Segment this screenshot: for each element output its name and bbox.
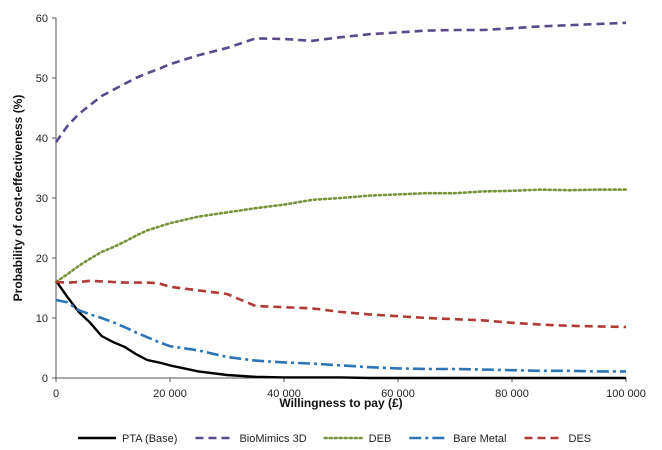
y-tick-label: 10 <box>36 313 48 325</box>
x-tick-label: 0 <box>53 388 59 400</box>
series-line-pta-base <box>55 280 626 380</box>
x-tick-label: 40 000 <box>267 388 301 400</box>
x-tick-label: 20 000 <box>153 388 187 400</box>
series-lines <box>54 21 628 380</box>
y-tick-label: 50 <box>36 73 48 85</box>
legend-label: Bare Metal <box>453 433 506 445</box>
y-tick-label: 20 <box>36 253 48 265</box>
legend: PTA (Base) BioMimics 3D DEB Bare Metal DES <box>78 433 591 445</box>
legend-label: DES <box>569 433 592 445</box>
x-tick-label: 100 000 <box>606 388 646 400</box>
tick-labels: 0 10 20 30 40 50 60 0 20 000 40 000 60 000 80 000 10… <box>36 13 646 400</box>
legend-label: PTA (Base) <box>122 433 177 445</box>
x-tick-label: 60 000 <box>381 388 415 400</box>
series-line-deb <box>54 188 628 284</box>
y-tick-label: 30 <box>36 193 48 205</box>
series-line-biomimics-3d <box>54 21 627 143</box>
y-tick-label: 0 <box>42 373 48 385</box>
series-line-des <box>55 279 627 329</box>
y-tick-label: 60 <box>36 13 48 25</box>
y-axis-title: Probability of cost-effectiveness (%) <box>11 95 25 302</box>
series-line-bare-metal <box>55 298 626 373</box>
y-tick-label: 40 <box>36 133 48 145</box>
legend-label: DEB <box>369 433 392 445</box>
legend-label: BioMimics 3D <box>239 433 306 445</box>
axes <box>52 17 627 382</box>
x-tick-label: 80 000 <box>495 388 529 400</box>
x-axis-title: Willingness to pay (£) <box>279 396 402 410</box>
